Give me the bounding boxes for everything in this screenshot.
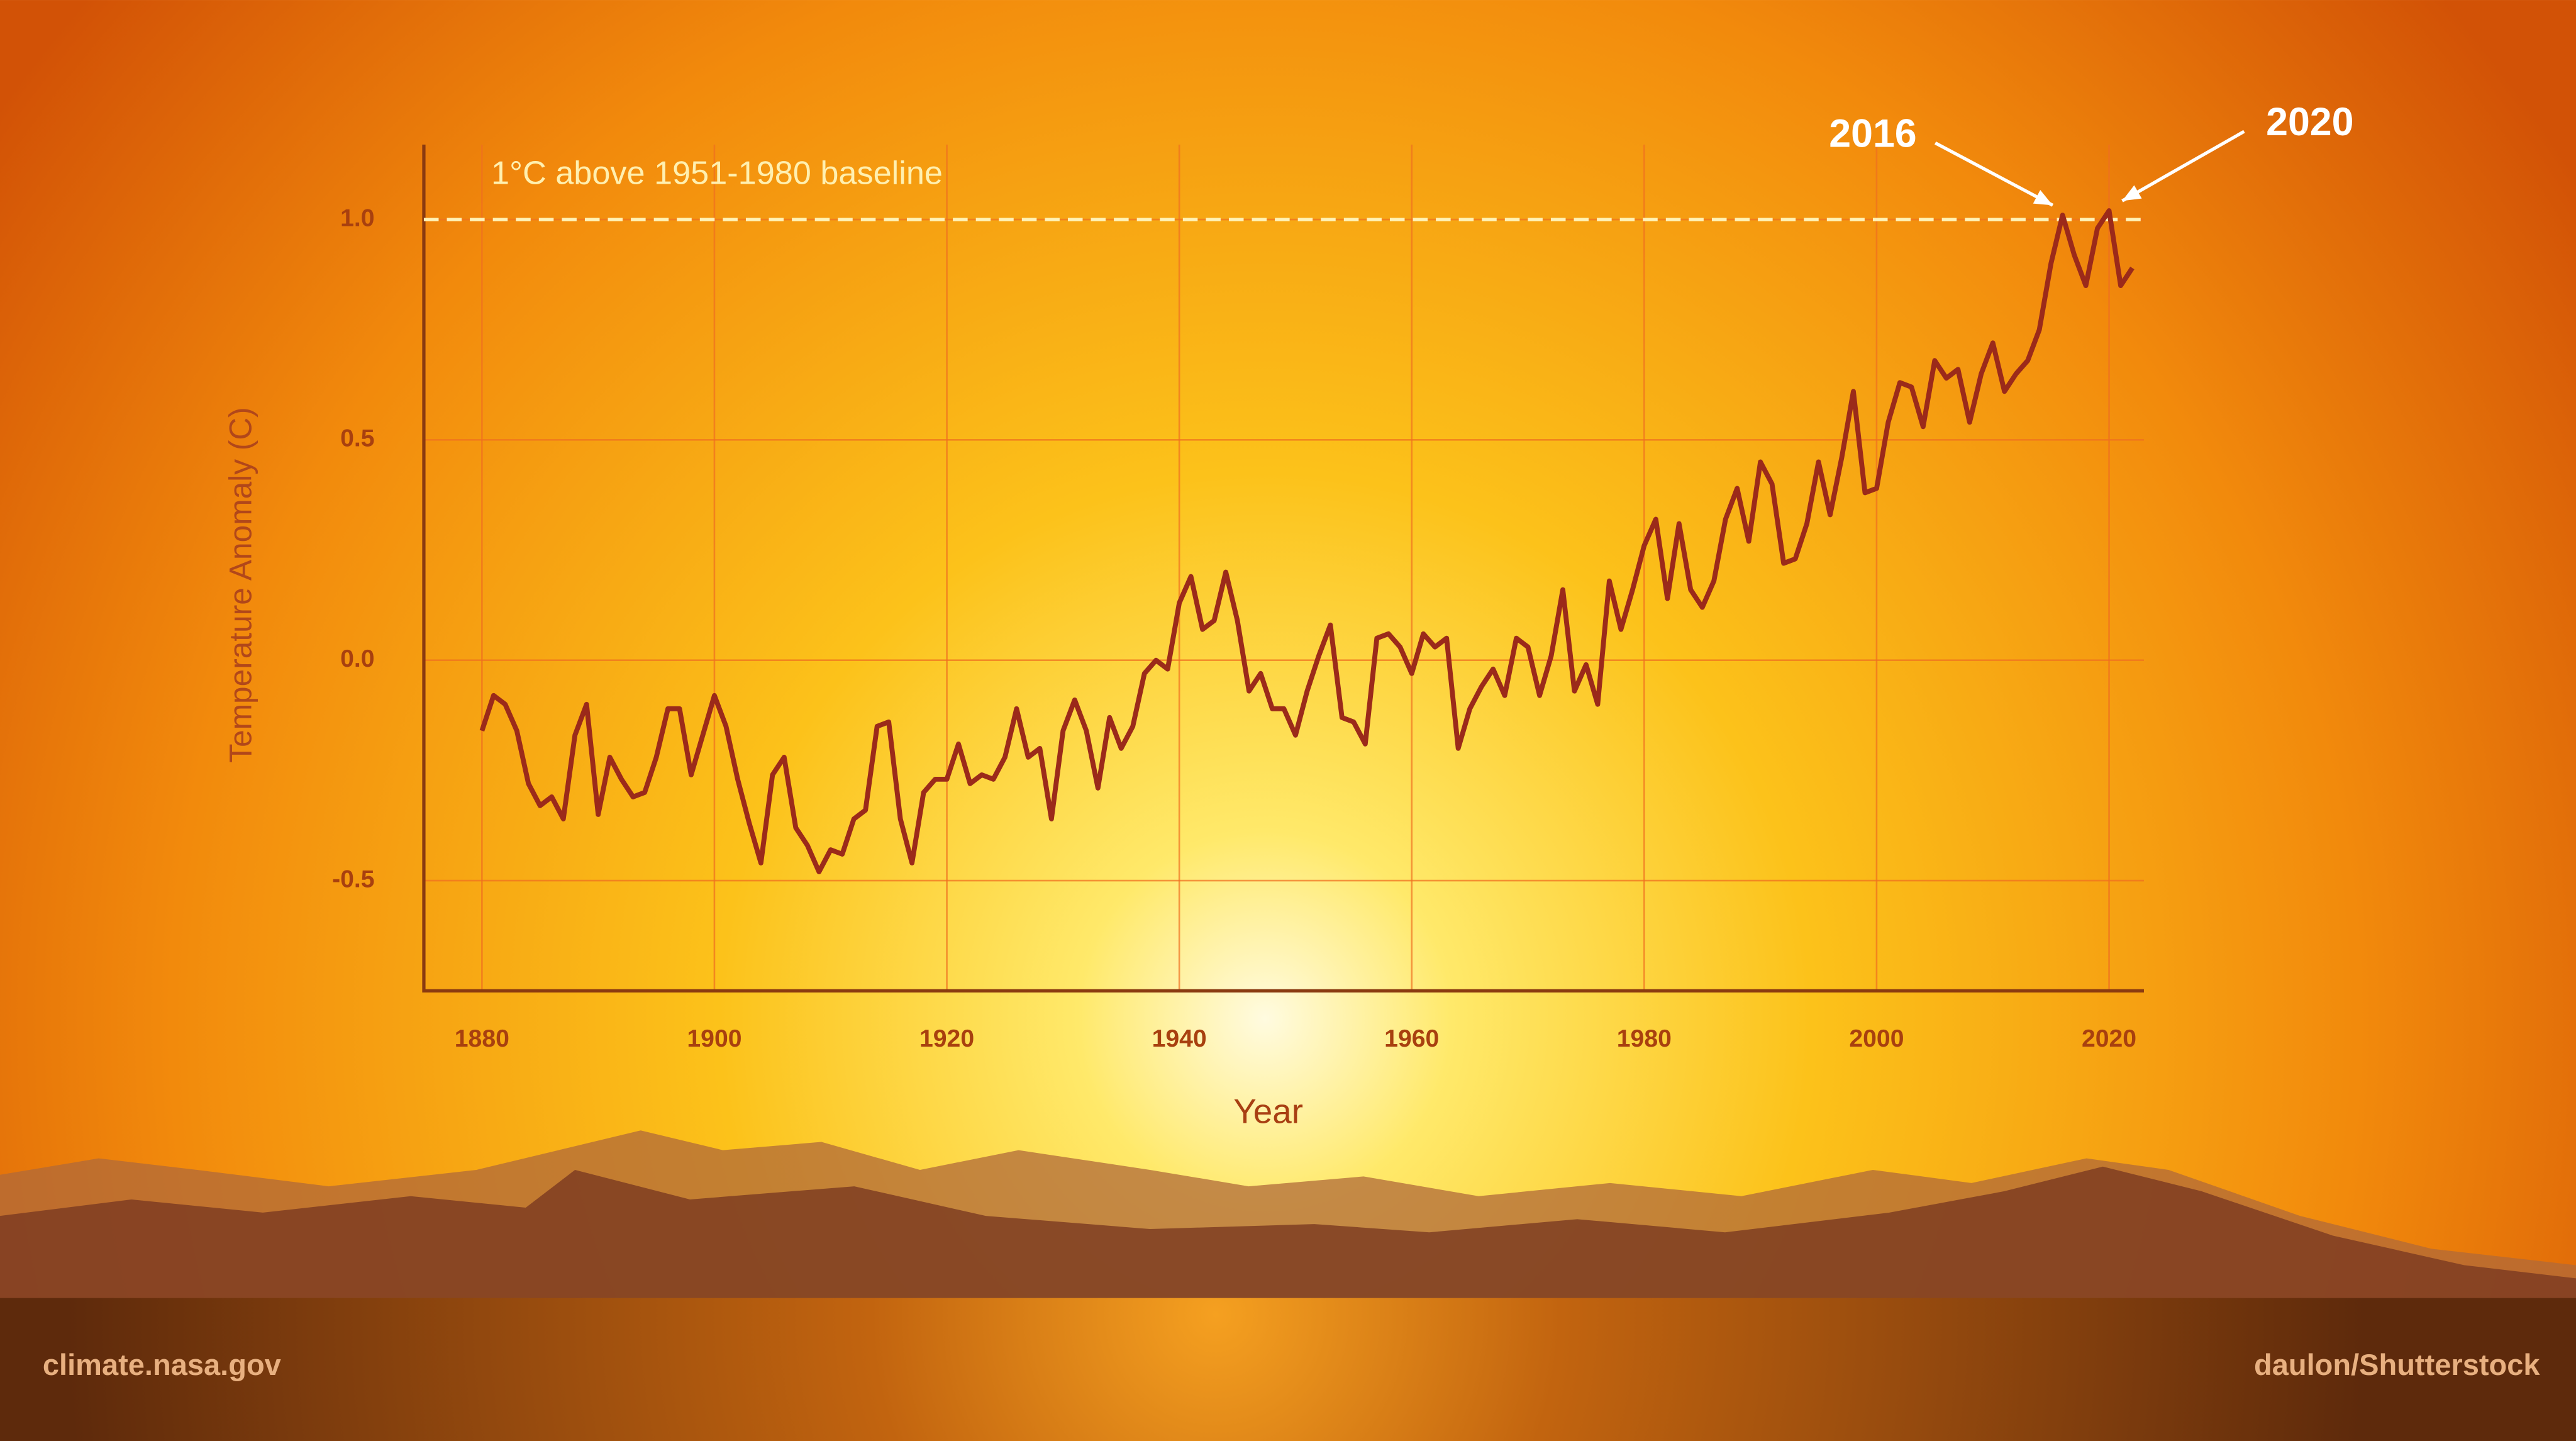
x-tick-label: 1960 (1384, 1025, 1439, 1052)
x-tick-label: 2020 (2082, 1025, 2136, 1052)
x-tick-label: 1940 (1152, 1025, 1207, 1052)
arrow-head (2122, 185, 2142, 201)
x-tick-label: 1880 (455, 1025, 509, 1052)
x-tick-label: 1920 (919, 1025, 974, 1052)
arrow-head (2033, 190, 2053, 206)
x-tick-label: 1980 (1617, 1025, 1672, 1052)
annotation-label: 2020 (2266, 100, 2353, 144)
reference-label: 1°C above 1951-1980 baseline (491, 155, 943, 191)
credit: climate.nasa.gov (43, 1348, 281, 1381)
credit: daulon/Shutterstock (2254, 1348, 2540, 1381)
y-axis-label: Temperature Anomaly (C) (223, 407, 258, 762)
annotation-arrow (2121, 130, 2245, 203)
annotation-arrow (1935, 141, 2054, 207)
annotation-label: 2016 (1829, 111, 1916, 155)
axis (422, 144, 2144, 993)
mountains-near (0, 1166, 2576, 1315)
x-tick-label: 1900 (687, 1025, 741, 1052)
x-tick-label: 2000 (1849, 1025, 1904, 1052)
y-tick-label: 0.5 (340, 425, 374, 452)
y-tick-label: -0.5 (332, 865, 375, 893)
data-line (479, 208, 2135, 874)
y-tick-label: 1.0 (340, 204, 374, 231)
x-axis-label: Year (1233, 1092, 1303, 1131)
y-tick-label: 0.0 (340, 645, 374, 672)
water (0, 1298, 2576, 1441)
